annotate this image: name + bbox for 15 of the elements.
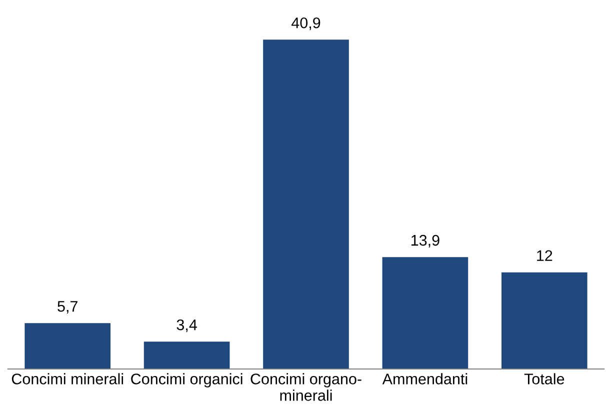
bar (144, 342, 230, 369)
data-label: 3,4 (176, 319, 197, 332)
data-label: 13,9 (412, 234, 440, 248)
data-label: 12 (537, 250, 552, 261)
data-label: 5,7 (58, 301, 78, 314)
x-tick-label: Totale (524, 373, 564, 384)
x-tick-label: Concimi organo- minerali (250, 373, 362, 401)
bar (501, 272, 588, 369)
x-tick-label: Concimi minerali (12, 373, 124, 384)
data-label: 40,9 (291, 17, 320, 30)
x-tick-label: Concimi organici (131, 373, 242, 388)
bar (24, 323, 111, 369)
x-tick-label: Ammendanti (382, 373, 468, 384)
bar (263, 40, 349, 369)
bar (382, 257, 468, 369)
